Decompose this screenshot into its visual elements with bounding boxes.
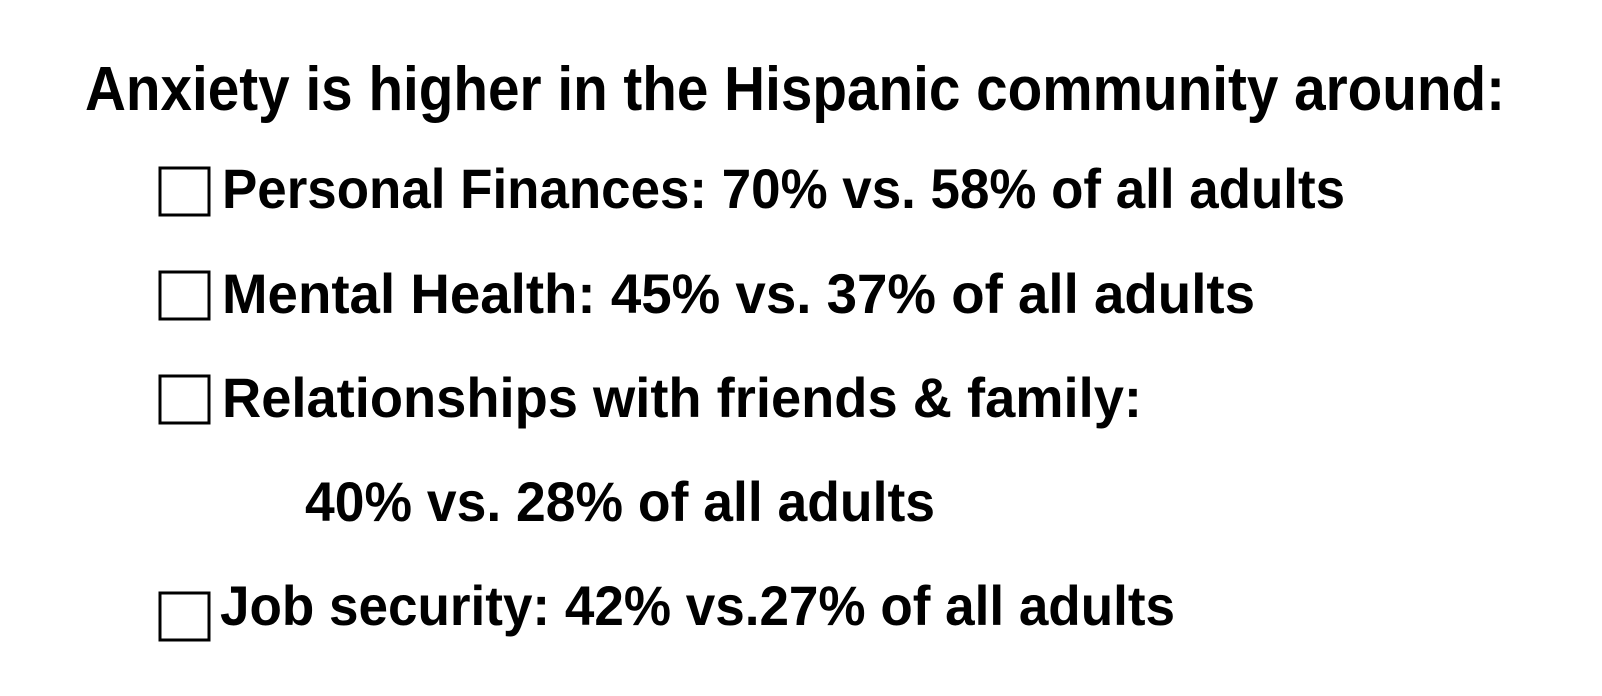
item-text: Mental Health: 45% vs. 37% of all adults [222,262,1255,325]
checkbox [158,591,211,642]
item-continuation: 40% vs. 28% of all adults [305,470,935,533]
item-text: Personal Finances: 70% vs. 58% of all ad… [222,157,1345,220]
item-text: Relationships with friends & family: [222,366,1142,429]
checkbox [158,166,211,217]
title: Anxiety is higher in the Hispanic commun… [85,55,1505,124]
item-text: Job security: 42% vs.27% of all adults [220,574,1175,637]
checkbox [158,374,211,425]
checkbox [158,270,211,321]
